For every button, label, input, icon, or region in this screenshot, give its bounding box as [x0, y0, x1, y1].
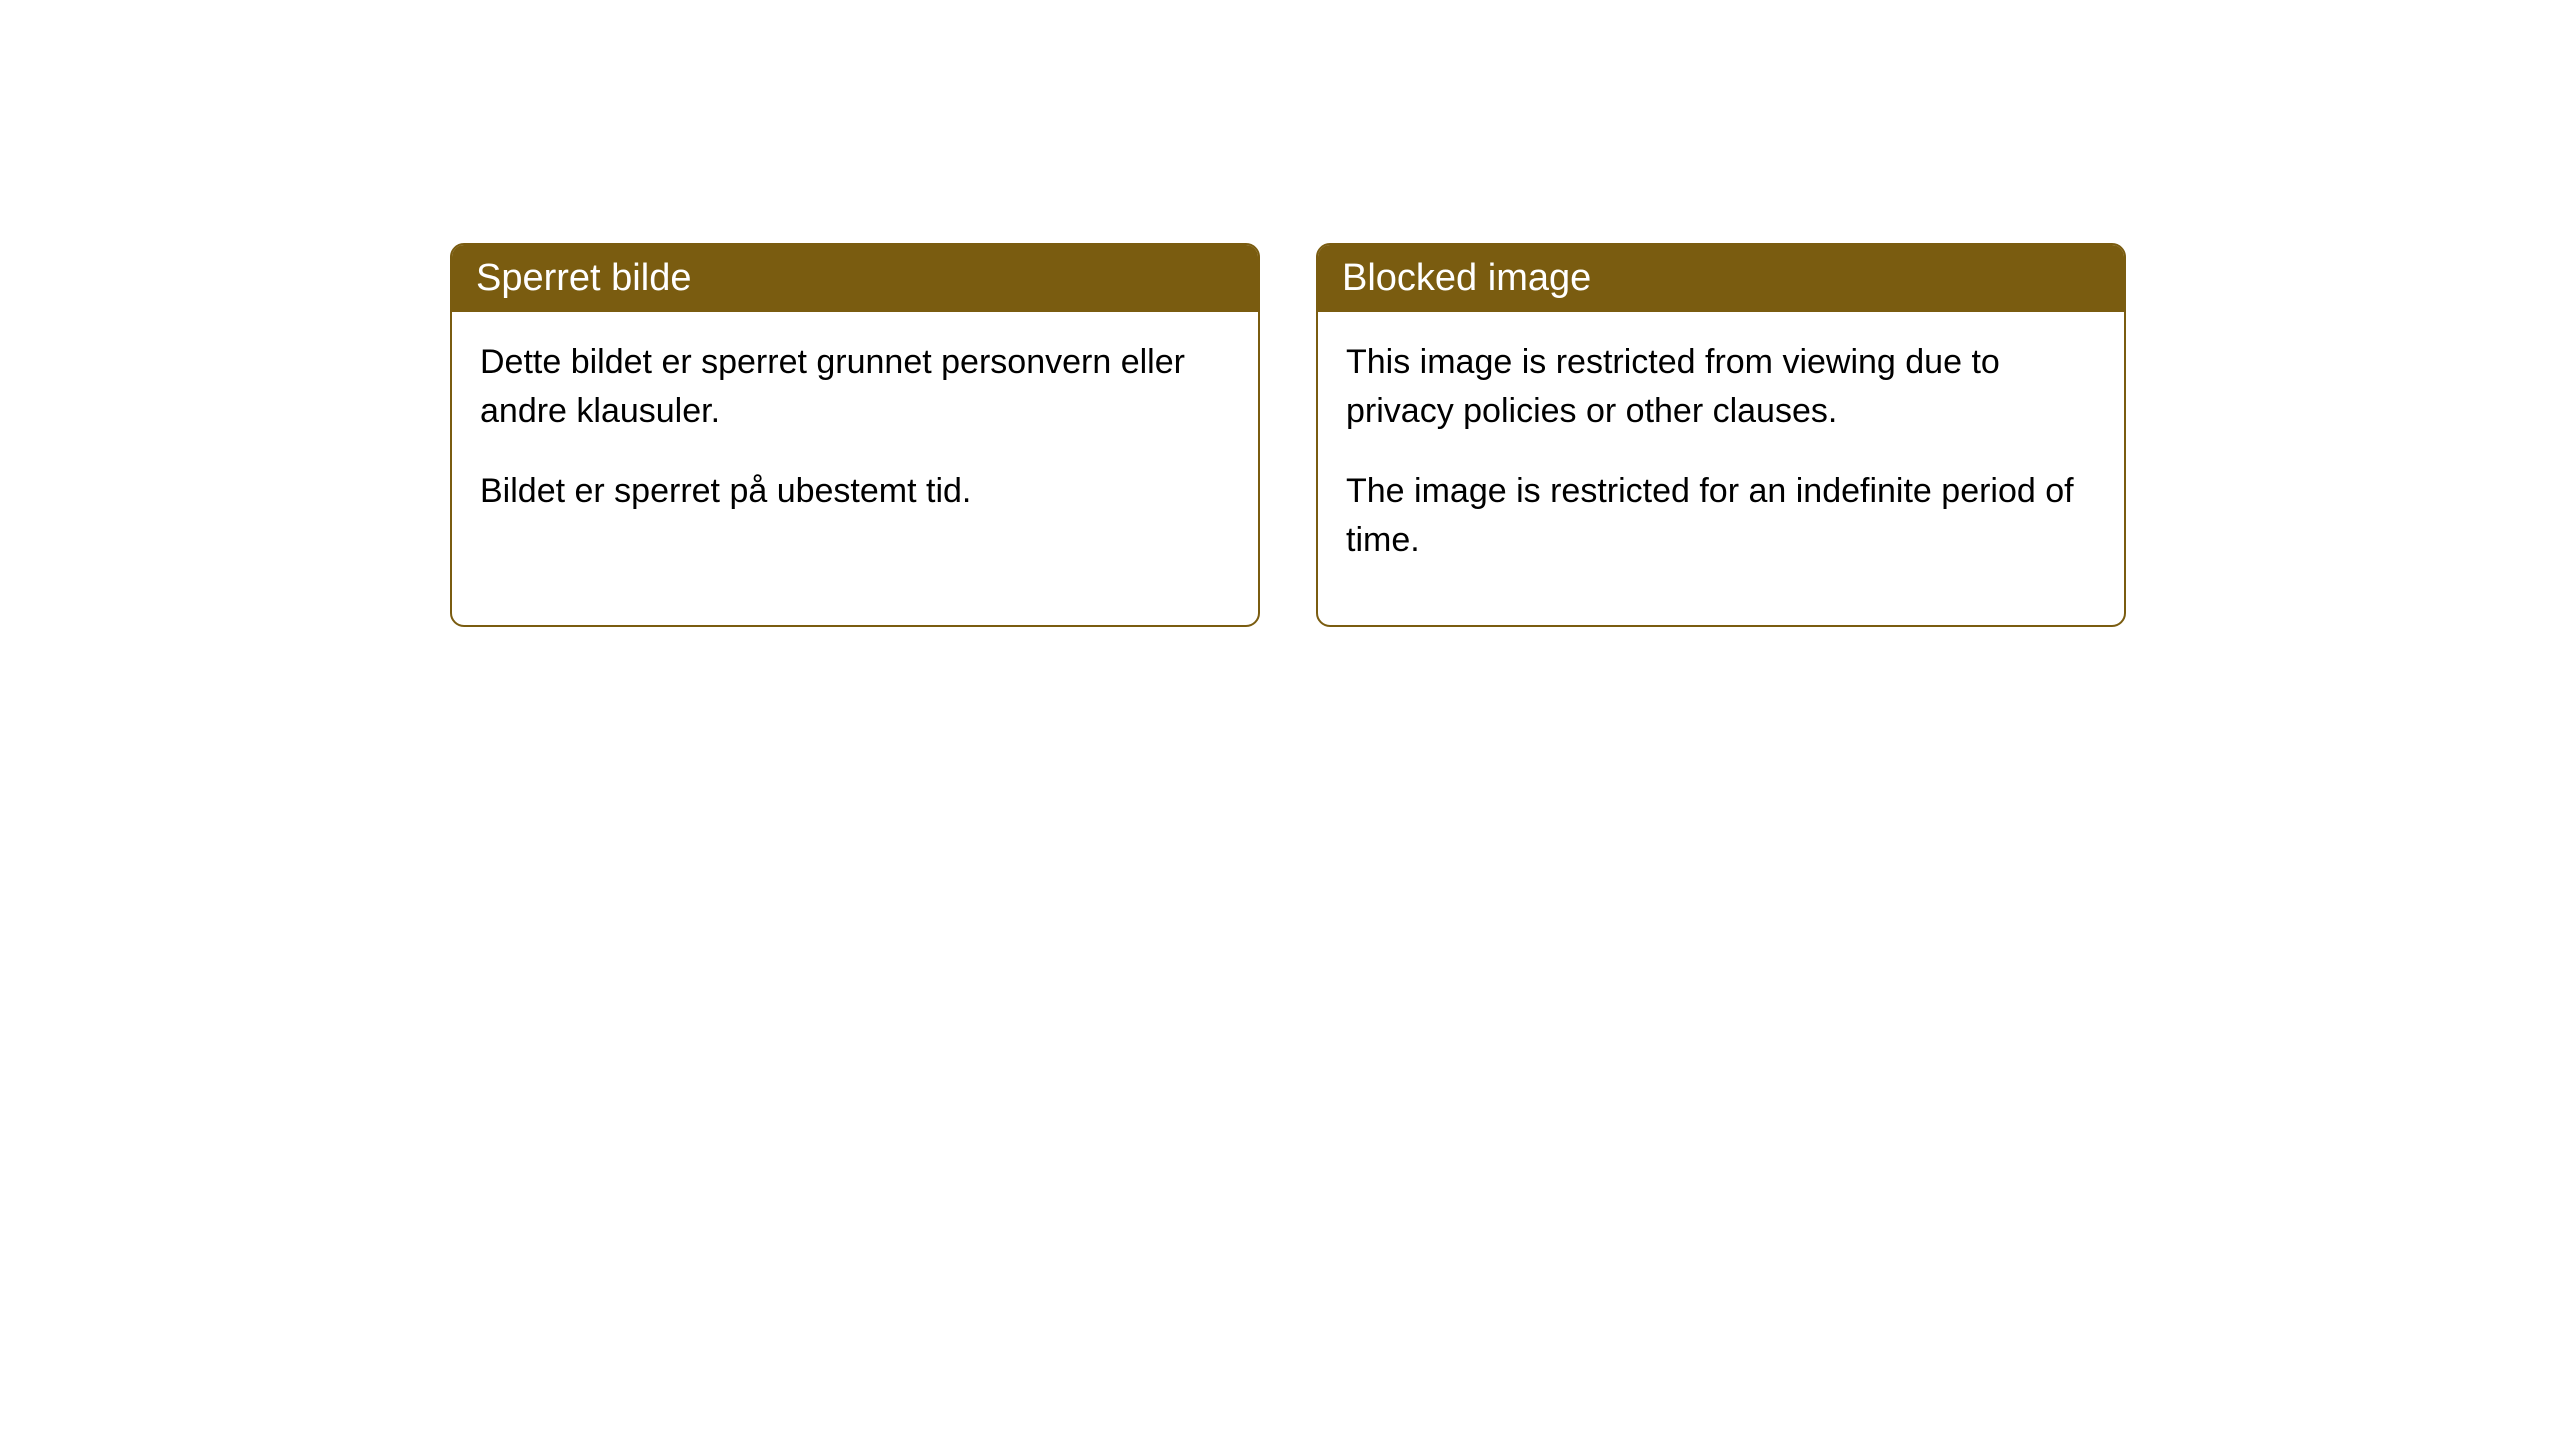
card-paragraph: Dette bildet er sperret grunnet personve…	[480, 338, 1230, 437]
card-header-norwegian: Sperret bilde	[452, 245, 1258, 312]
card-paragraph: The image is restricted for an indefinit…	[1346, 467, 2096, 566]
card-paragraph: This image is restricted from viewing du…	[1346, 338, 2096, 437]
card-title: Blocked image	[1342, 257, 1591, 299]
card-norwegian: Sperret bilde Dette bildet er sperret gr…	[450, 243, 1260, 627]
card-english: Blocked image This image is restricted f…	[1316, 243, 2126, 627]
card-title: Sperret bilde	[476, 257, 691, 299]
card-body-norwegian: Dette bildet er sperret grunnet personve…	[452, 312, 1258, 576]
card-body-english: This image is restricted from viewing du…	[1318, 312, 2124, 625]
card-paragraph: Bildet er sperret på ubestemt tid.	[480, 467, 1230, 516]
card-header-english: Blocked image	[1318, 245, 2124, 312]
cards-container: Sperret bilde Dette bildet er sperret gr…	[450, 243, 2560, 627]
